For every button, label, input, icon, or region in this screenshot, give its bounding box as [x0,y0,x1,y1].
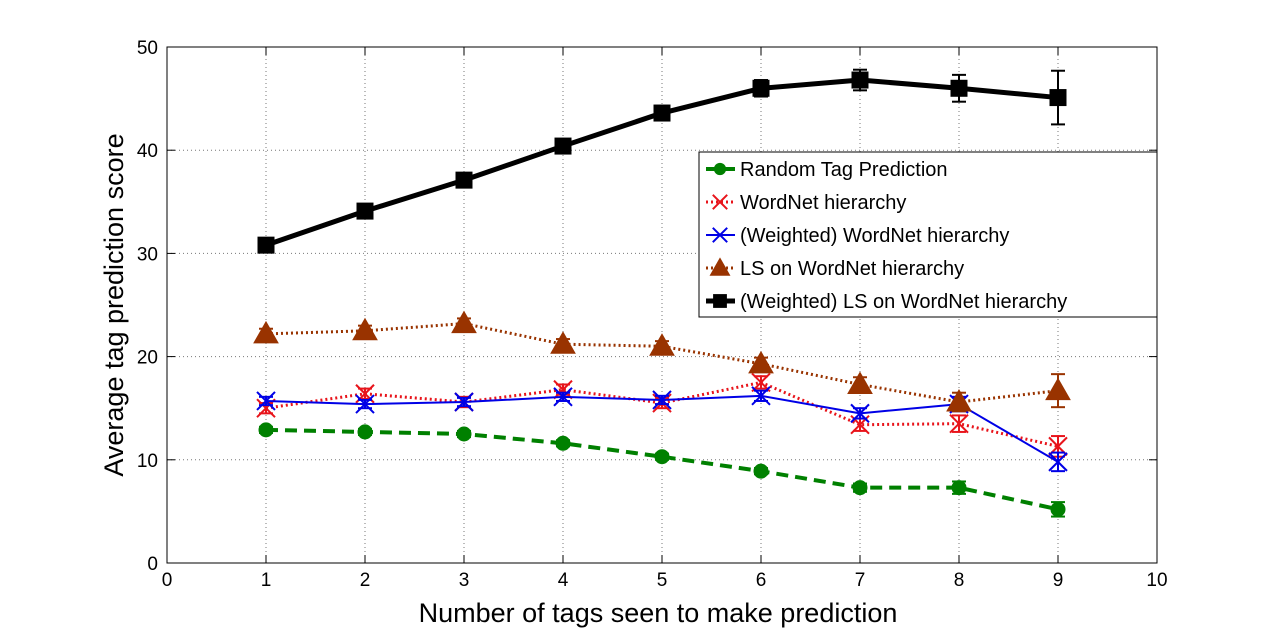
data-point-triangle [1045,377,1071,401]
data-point-x [652,390,672,410]
legend-entry: WordNet hierarchy [706,192,906,214]
data-point-triangle [451,310,477,334]
data-point-x [256,398,276,418]
legend-label: WordNet hierarchy [740,192,906,214]
series-random-tag-prediction [258,422,1066,518]
data-point-square [1049,89,1067,107]
data-point-circle [357,424,373,440]
x-tick-label: 4 [558,570,569,591]
data-point-x [712,227,728,243]
data-point-circle [753,463,769,479]
data-point-triangle [550,331,576,354]
x-tick-label: 0 [162,570,173,591]
data-point-triangle [649,333,675,356]
x-axis-title: Number of tags seen to make prediction [419,598,898,628]
data-point-x-stroke [712,227,728,243]
data-point-square [455,171,473,189]
data-point-x [712,194,728,210]
data-point-x-stroke [553,379,573,400]
data-point-x-stroke [553,387,573,407]
data-series [253,68,1071,518]
series-weighted-wordnet-hierarchy [256,386,1068,473]
data-point-circle [951,480,967,496]
data-point-x [1048,452,1068,472]
data-point-x-stroke [355,394,375,414]
data-point-circle [713,162,727,176]
y-tick-label: 50 [137,38,158,59]
axis-ticks: 0 1 2 3 4 5 6 7 8 9 10 0 10 20 30 40 50 [137,38,1168,591]
data-point-x [553,387,573,407]
series-ls-on-wordnet-hierarchy [253,310,1071,413]
data-point-x-stroke [454,392,474,412]
data-point-square [653,104,671,122]
data-point-circle [258,422,274,438]
data-point-x [454,392,474,412]
data-point-triangle [748,350,774,374]
legend-label: (Weighted) LS on WordNet hierarchy [740,291,1067,313]
data-point-x-stroke [751,372,771,393]
data-point-x-stroke [652,390,672,410]
data-point-x-stroke [751,386,771,406]
x-tick-label: 3 [459,570,470,591]
legend-entry: (Weighted) LS on WordNet hierarchy [706,291,1067,313]
data-point-square [713,294,727,308]
data-point-x-stroke [256,391,276,411]
legend-entry: LS on WordNet hierarchy [706,257,964,280]
data-point-x [850,403,870,424]
x-tick-label: 1 [261,570,272,591]
data-point-x [256,391,276,411]
data-point-x [751,386,771,406]
legend-box [698,151,1158,318]
legend-label: LS on WordNet hierarchy [740,258,964,280]
y-axis-title: Average tag prediction score [99,133,129,476]
data-point-square [554,137,572,155]
data-point-triangle [709,257,731,276]
data-point-square [752,79,770,97]
data-point-square [950,79,968,97]
x-tick-label: 6 [756,570,767,591]
x-tick-label: 10 [1146,570,1167,591]
y-tick-label: 20 [137,348,158,369]
data-point-circle [555,435,571,451]
y-tick-label: 10 [137,451,158,472]
legend-entry: (Weighted) WordNet hierarchy [706,225,1009,247]
data-point-square [851,71,869,89]
legend: Random Tag Prediction WordNet hierarchy (W… [698,151,1158,318]
y-tick-label: 30 [137,244,158,265]
y-tick-label: 0 [147,554,158,575]
x-tick-label: 5 [657,570,668,591]
series-weighted-ls-on-wordnet-hierarchy [257,68,1067,254]
x-tick-label: 9 [1053,570,1064,591]
data-point-circle [1050,501,1066,517]
data-point-square [257,236,275,254]
data-point-circle [654,449,670,465]
legend-label: Random Tag Prediction [740,159,948,181]
data-point-triangle [352,317,378,341]
data-point-x-stroke [1048,452,1068,472]
data-point-triangle [253,320,279,344]
data-point-x-stroke [850,403,870,424]
data-point-triangle [847,371,873,394]
x-tick-label: 7 [855,570,866,591]
data-point-square [356,202,374,220]
data-point-x-stroke [712,194,728,210]
legend-entry: Random Tag Prediction [706,159,948,181]
data-point-circle [852,480,868,496]
legend-label: (Weighted) WordNet hierarchy [740,225,1009,247]
x-tick-label: 2 [360,570,371,591]
x-tick-label: 8 [954,570,965,591]
data-point-x [355,394,375,414]
data-point-x [751,372,771,393]
data-point-x [553,379,573,400]
data-point-x [949,413,969,434]
data-point-x-stroke [949,413,969,434]
data-point-circle [456,426,472,442]
data-point-x-stroke [256,398,276,418]
data-point-triangle [946,389,972,412]
y-tick-label: 40 [137,141,158,162]
